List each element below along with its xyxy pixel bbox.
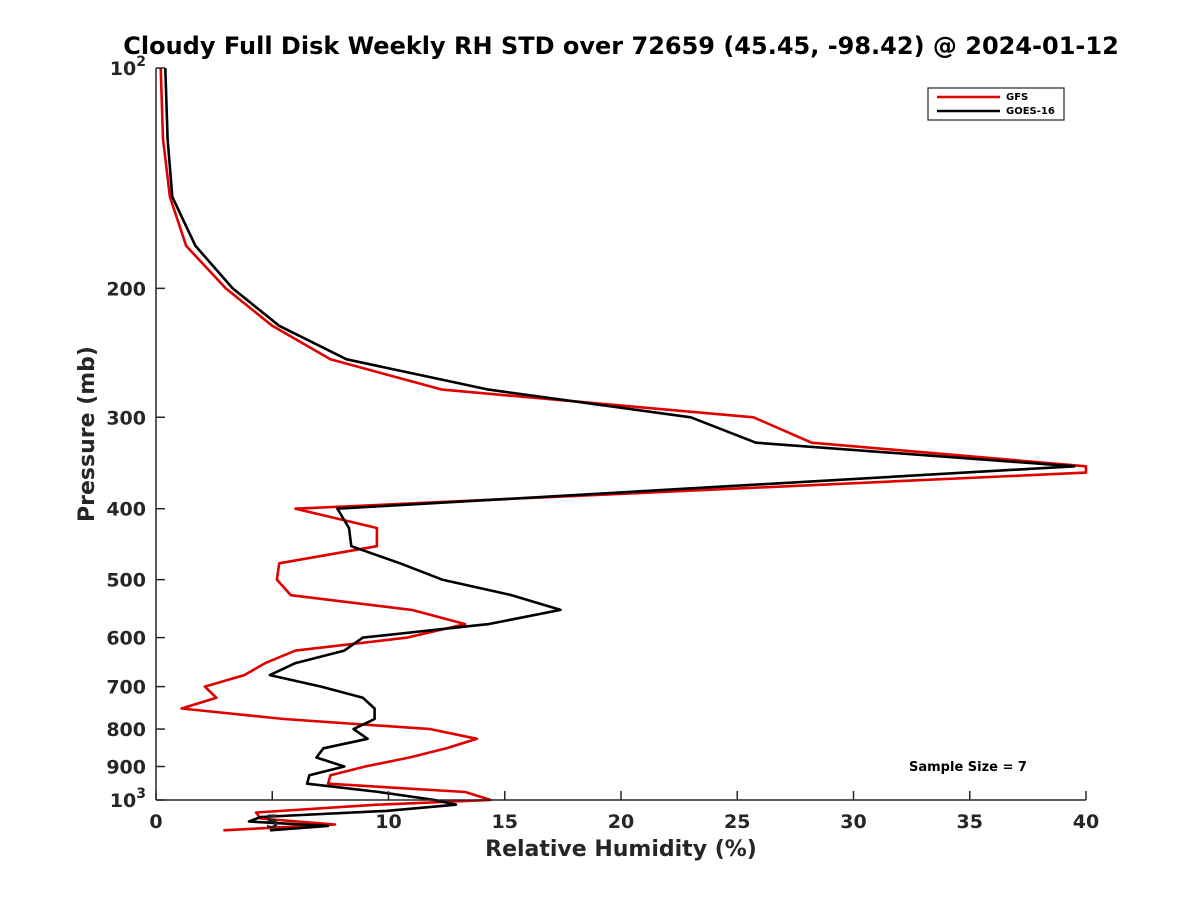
x-tick-label: 40 [1073, 811, 1099, 833]
y-tick-label: 103 [110, 786, 146, 812]
x-tick-label: 0 [149, 811, 162, 833]
x-tick-label: 35 [957, 811, 983, 833]
x-tick-label: 5 [266, 811, 279, 833]
y-tick-label: 600 [106, 628, 146, 650]
legend-label-gfs: GFS [1006, 92, 1028, 103]
y-tick-label: 900 [106, 757, 146, 779]
y-ticks: 102 200 300 400 500 600 700 800 900 103 [106, 54, 165, 812]
y-tick-label: 700 [106, 677, 146, 699]
legend-label-goes16: GOES-16 [1006, 106, 1055, 117]
plot-area [156, 68, 1086, 800]
x-axis-label: Relative Humidity (%) [485, 837, 757, 862]
x-tick-label: 15 [492, 811, 518, 833]
sample-size-note: Sample Size = 7 [909, 760, 1027, 775]
y-tick-label: 500 [106, 570, 146, 592]
legend-box [927, 87, 1065, 121]
x-tick-label: 25 [724, 811, 750, 833]
x-ticks: 0 5 10 15 20 25 30 35 40 [149, 791, 1099, 833]
y-tick-label: 200 [106, 278, 146, 300]
y-tick-label: 800 [106, 719, 146, 741]
x-tick-label: 10 [375, 811, 401, 833]
x-tick-label: 30 [840, 811, 866, 833]
x-tick-label: 20 [608, 811, 634, 833]
y-tick-label: 300 [106, 407, 146, 429]
y-tick-label: 102 [110, 54, 146, 80]
y-axis-label: Pressure (mb) [75, 346, 100, 522]
y-tick-label: 400 [106, 499, 146, 521]
series-line-gfs [159, 67, 1088, 832]
chart-title: Cloudy Full Disk Weekly RH STD over 7265… [123, 32, 1119, 60]
legend: GFS GOES-16 [927, 87, 1065, 121]
